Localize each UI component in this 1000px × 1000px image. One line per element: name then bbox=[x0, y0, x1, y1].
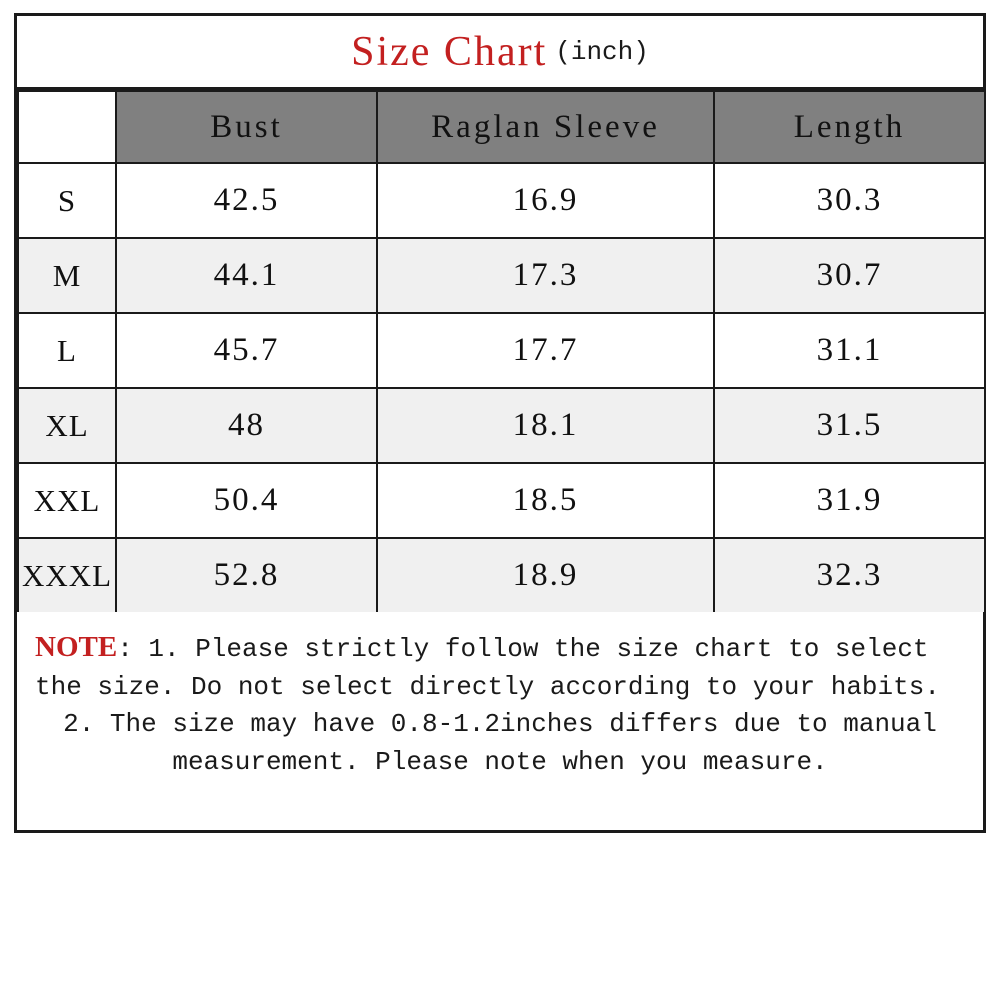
table-row: XXL 50.4 18.5 31.9 bbox=[17, 462, 984, 539]
chart-title-band: Size Chart (inch) bbox=[17, 16, 983, 90]
cell-raglan: 16.9 bbox=[376, 162, 715, 239]
table-row: XL 48 18.1 31.5 bbox=[17, 387, 984, 464]
cell-bust: 50.4 bbox=[115, 462, 378, 539]
note-line-4: measurement. Please note when you measur… bbox=[172, 747, 828, 778]
note-block: NOTE: 1. Please strictly follow the size… bbox=[17, 612, 983, 792]
note-line-1: NOTE: 1. Please strictly follow the size… bbox=[35, 626, 965, 669]
cell-size: XXXL bbox=[17, 537, 117, 612]
cell-raglan: 18.5 bbox=[376, 462, 715, 539]
table-row: XXXL 52.8 18.9 32.3 bbox=[17, 537, 984, 612]
size-table: Bust Raglan Sleeve Length S 42.5 16.9 30… bbox=[17, 90, 984, 612]
cell-size: XXL bbox=[17, 462, 117, 539]
cell-raglan: 17.3 bbox=[376, 237, 715, 314]
size-chart-frame: Size Chart (inch) Bust Raglan Sleeve Leng… bbox=[14, 13, 986, 833]
cell-size: M bbox=[17, 237, 117, 314]
cell-length: 31.5 bbox=[713, 387, 984, 464]
column-header-size bbox=[17, 90, 117, 164]
cell-bust: 48 bbox=[115, 387, 378, 464]
cell-size: XL bbox=[17, 387, 117, 464]
cell-size: L bbox=[17, 312, 117, 389]
cell-length: 30.7 bbox=[713, 237, 984, 314]
cell-length: 32.3 bbox=[713, 537, 984, 612]
note-text-1: : 1. Please strictly follow the size cha… bbox=[117, 634, 929, 664]
column-header-raglan-sleeve: Raglan Sleeve bbox=[376, 90, 715, 164]
note-line-2: the size. Do not select directly accordi… bbox=[35, 671, 940, 702]
cell-bust: 52.8 bbox=[115, 537, 378, 612]
note-line-3: 2. The size may have 0.8-1.2inches diffe… bbox=[63, 709, 937, 740]
cell-length: 30.3 bbox=[713, 162, 984, 239]
cell-size: S bbox=[17, 162, 117, 239]
cell-length: 31.9 bbox=[713, 462, 984, 539]
cell-bust: 42.5 bbox=[115, 162, 378, 239]
page-title: Size Chart bbox=[351, 28, 548, 75]
cell-raglan: 18.1 bbox=[376, 387, 715, 464]
cell-bust: 44.1 bbox=[115, 237, 378, 314]
column-header-bust: Bust bbox=[115, 90, 378, 164]
cell-length: 31.1 bbox=[713, 312, 984, 389]
table-row: S 42.5 16.9 30.3 bbox=[17, 162, 984, 239]
table-row: L 45.7 17.7 31.1 bbox=[17, 312, 984, 389]
title-unit-label: (inch) bbox=[555, 36, 649, 67]
table-header-row: Bust Raglan Sleeve Length bbox=[17, 90, 984, 164]
cell-bust: 45.7 bbox=[115, 312, 378, 389]
note-label: NOTE bbox=[35, 631, 118, 663]
cell-raglan: 18.9 bbox=[376, 537, 715, 612]
cell-raglan: 17.7 bbox=[376, 312, 715, 389]
table-row: M 44.1 17.3 30.7 bbox=[17, 237, 984, 314]
column-header-length: Length bbox=[713, 90, 984, 164]
